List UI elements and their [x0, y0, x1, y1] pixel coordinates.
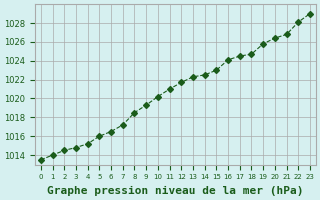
X-axis label: Graphe pression niveau de la mer (hPa): Graphe pression niveau de la mer (hPa) [47, 186, 304, 196]
